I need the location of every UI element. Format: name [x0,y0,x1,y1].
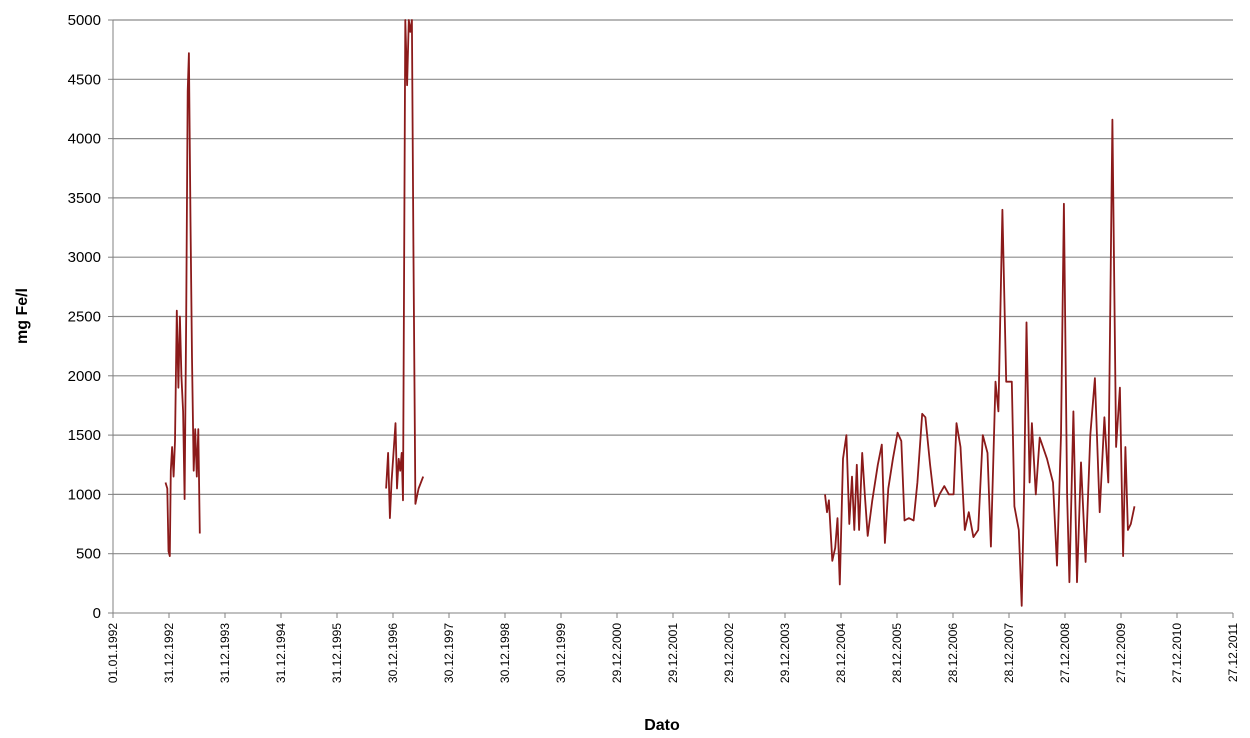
x-tick-label: 29.12.2000 [610,623,624,683]
x-tick-label: 27.12.2009 [1114,623,1128,683]
y-tick-label: 2500 [68,309,101,326]
y-tick-label: 1500 [68,427,101,444]
gridlines [113,19,1233,555]
y-tick-label: 500 [76,546,101,563]
x-tick-label: 30.12.1998 [498,623,512,683]
x-tick-label: 01.01.1992 [106,623,120,683]
series-line-segment [824,118,1136,607]
x-tick-label: 29.12.2001 [666,623,680,683]
y-tick-label: 4000 [68,131,101,148]
x-tick-labels: 01.01.1992 31.12.1992 31.12.1993 31.12.1994… [106,613,1240,683]
x-tick-label: 30.12.1996 [386,623,400,683]
x-tick-label: 28.12.2005 [890,623,904,683]
y-tick-label: 1000 [68,486,101,503]
y-tick-label: 3500 [68,190,101,207]
x-tick-label: 27.12.2008 [1058,623,1072,683]
x-tick-label: 31.12.1993 [218,623,232,683]
y-tick-label: 4500 [68,71,101,88]
x-tick-label: 27.12.2011 [1226,623,1240,682]
x-tick-label: 31.12.1992 [162,623,176,683]
series-line-segment [385,19,425,519]
x-tick-label: 28.12.2004 [834,623,848,683]
x-tick-label: 30.12.1997 [442,623,456,683]
x-tick-label: 31.12.1995 [330,623,344,683]
x-tick-label: 29.12.2002 [722,623,736,683]
series-line-segment [164,52,201,557]
y-tick-label: 2000 [68,368,101,385]
x-axis-title: Dato [644,717,680,734]
x-tick-label: 29.12.2003 [778,623,792,683]
y-tick-label: 0 [93,605,101,622]
y-tick-label: 5000 [68,12,101,29]
y-axis-title: mg Fe/l [14,288,31,344]
x-tick-label: 31.12.1994 [274,623,288,683]
y-tick-label: 3000 [68,249,101,266]
series-lines [164,19,1136,607]
y-tick-labels: 0 500 1000 1500 2000 2500 3000 3500 4000 4500 5000 [68,12,113,622]
x-tick-label: 27.12.2010 [1170,623,1184,683]
x-tick-label: 28.12.2007 [1002,623,1016,683]
x-tick-label: 30.12.1999 [554,623,568,683]
x-tick-label: 28.12.2006 [946,623,960,683]
